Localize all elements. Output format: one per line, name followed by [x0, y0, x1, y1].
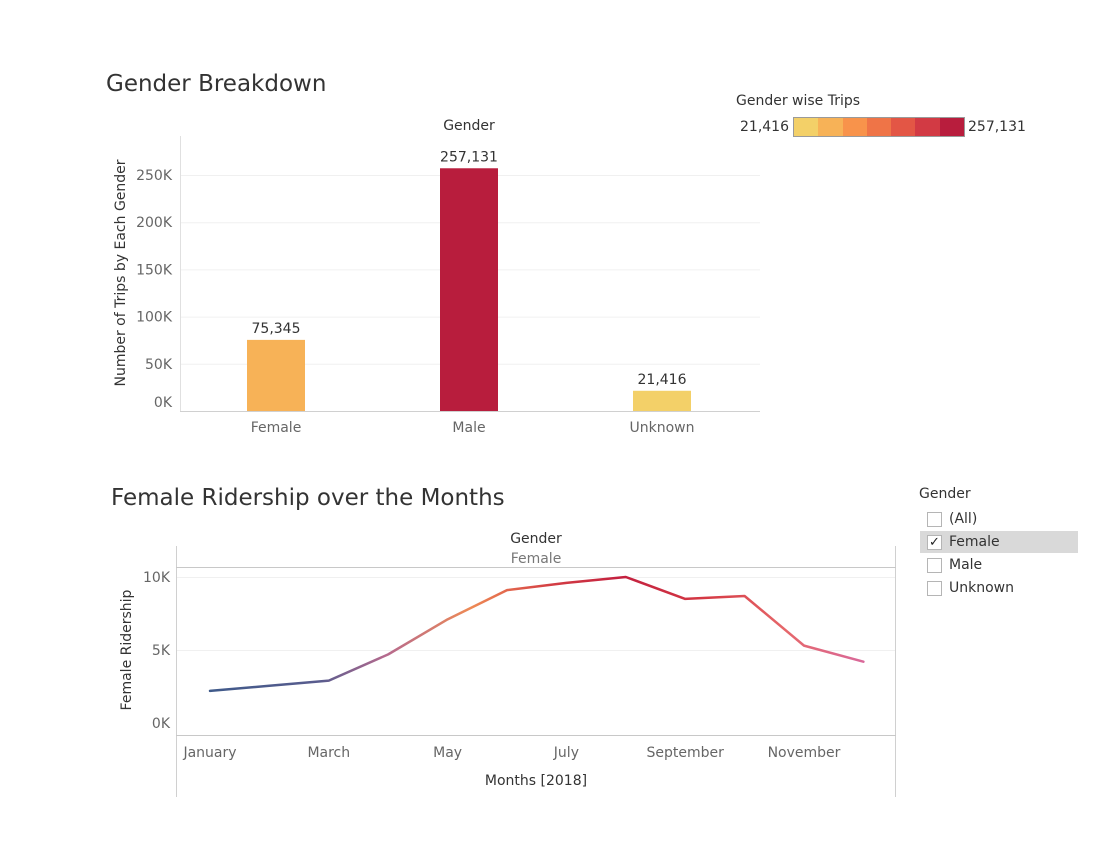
- legend-swatch: [915, 118, 940, 136]
- bar-y-tick-label: 200K: [136, 215, 173, 231]
- filter-option-unknown[interactable]: Unknown: [920, 577, 1078, 599]
- line-x-tick-label: January: [182, 745, 236, 761]
- legend-max-label: 257,131: [968, 119, 1026, 135]
- legend-swatch: [891, 118, 916, 136]
- gender-bar-chart: Gender Number of Trips by Each Gender 0K…: [113, 118, 760, 436]
- line-x-tick-label: September: [647, 745, 725, 761]
- filter-option-all[interactable]: (All): [920, 508, 1078, 530]
- line-x-tick-label: March: [307, 745, 350, 761]
- bar-value-label: 75,345: [252, 321, 301, 337]
- bar-category-label: Male: [452, 420, 485, 436]
- filter-option-label: (All): [949, 511, 978, 527]
- checkbox[interactable]: [927, 557, 942, 573]
- female-ridership-line[interactable]: [208, 575, 865, 693]
- legend-swatch: [794, 118, 819, 136]
- line-point-february[interactable]: [268, 685, 270, 687]
- line-point-december[interactable]: [862, 660, 864, 662]
- line-point-june[interactable]: [506, 589, 508, 591]
- legend-swatch: [939, 118, 964, 136]
- line-point-april[interactable]: [387, 653, 389, 655]
- bar-y-tick-label: 50K: [145, 357, 173, 373]
- bar-category-label: Female: [251, 420, 302, 436]
- female-line-chart: Gender Female Female Ridership Months [2…: [119, 531, 896, 797]
- color-legend-ramp: [793, 117, 965, 137]
- line-y-tick-label: 0K: [152, 716, 171, 732]
- legend-swatch: [818, 118, 843, 136]
- bar-y-tick-label: 150K: [136, 262, 173, 278]
- line-chart-header: Gender: [510, 531, 562, 547]
- checkbox[interactable]: ✓: [927, 534, 942, 550]
- checkbox[interactable]: [927, 580, 942, 596]
- line-chart-ylabel: Female Ridership: [119, 589, 135, 710]
- line-x-tick-label: November: [768, 745, 841, 761]
- bar-value-label: 21,416: [638, 372, 687, 388]
- filter-option-label: Female: [949, 534, 1000, 550]
- bar-unknown[interactable]: [633, 390, 691, 411]
- line-chart-subheader: Female: [511, 551, 562, 567]
- legend-swatch: [866, 118, 892, 136]
- line-chart-xlabel: Months [2018]: [485, 773, 587, 789]
- bar-category-label: Unknown: [630, 420, 695, 436]
- line-y-tick-label: 10K: [143, 570, 171, 586]
- bar-female[interactable]: [247, 339, 305, 411]
- bar-value-label: 257,131: [440, 149, 498, 165]
- filter-option-label: Male: [949, 557, 983, 573]
- bar-y-tick-label: 250K: [136, 168, 173, 184]
- line-point-july[interactable]: [565, 582, 567, 584]
- line-x-tick-label: July: [553, 745, 579, 761]
- gender-chart-title: Gender Breakdown: [106, 71, 327, 97]
- bar-male[interactable]: [440, 168, 498, 411]
- bar-chart-header: Gender: [443, 118, 495, 134]
- checkbox[interactable]: [927, 511, 942, 527]
- female-chart-title: Female Ridership over the Months: [111, 485, 505, 511]
- line-point-may[interactable]: [446, 618, 448, 620]
- bar-y-tick-label: 0K: [154, 395, 173, 411]
- line-point-august[interactable]: [625, 576, 627, 578]
- gender-filter-title: Gender: [919, 486, 971, 502]
- line-y-tick-label: 5K: [152, 643, 171, 659]
- line-point-september[interactable]: [684, 598, 686, 600]
- line-point-october[interactable]: [743, 595, 745, 597]
- legend-min-label: 21,416: [740, 119, 789, 135]
- filter-option-female[interactable]: ✓ Female: [920, 531, 1078, 553]
- line-point-november[interactable]: [803, 644, 805, 646]
- filter-option-label: Unknown: [949, 580, 1014, 596]
- filter-option-male[interactable]: Male: [920, 554, 1078, 576]
- line-point-january[interactable]: [209, 690, 211, 692]
- bar-chart-ylabel: Number of Trips by Each Gender: [113, 159, 129, 386]
- legend-swatch: [842, 118, 867, 136]
- legend-title: Gender wise Trips: [736, 93, 861, 109]
- line-x-tick-label: May: [433, 745, 462, 761]
- line-point-march[interactable]: [328, 679, 330, 681]
- bar-y-tick-label: 100K: [136, 310, 173, 326]
